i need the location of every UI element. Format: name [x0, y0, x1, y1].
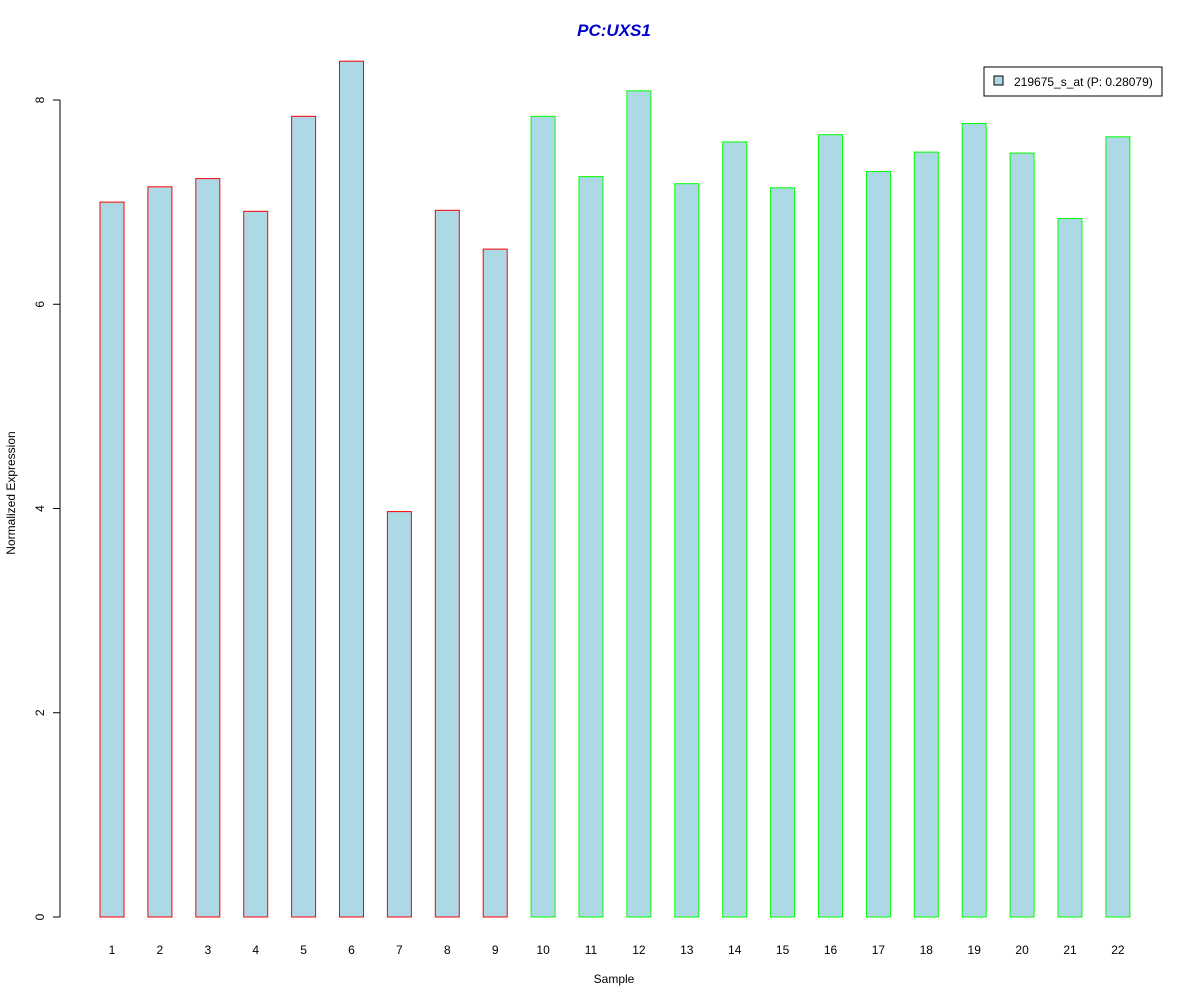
x-tick-label: 1 — [109, 943, 116, 957]
x-tick-label: 18 — [920, 943, 934, 957]
y-tick-label: 2 — [33, 709, 47, 716]
bar-sample-11 — [578, 176, 604, 918]
legend-box — [983, 66, 1163, 97]
x-tick-label: 13 — [680, 943, 694, 957]
x-tick-label: 7 — [396, 943, 403, 957]
x-tick-label: 14 — [728, 943, 742, 957]
bar-sample-3 — [195, 178, 221, 918]
legend-label: 219675_s_at (P: 0.28079) — [1014, 75, 1153, 89]
legend: 219675_s_at (P: 0.28079) — [983, 66, 1163, 97]
x-tick-label: 22 — [1111, 943, 1125, 957]
x-tick-label: 12 — [632, 943, 646, 957]
bar-sample-16 — [818, 134, 843, 918]
bar-sample-7 — [386, 511, 412, 918]
bar-sample-20 — [1009, 152, 1035, 918]
bar-sample-21 — [1057, 218, 1083, 918]
x-tick-label: 3 — [204, 943, 211, 957]
x-tick-label: 8 — [444, 943, 451, 957]
x-tick-label: 10 — [536, 943, 550, 957]
x-axis-title: Sample — [594, 972, 635, 986]
chart-title: PC:UXS1 — [577, 21, 651, 40]
y-axis: 0 2 4 6 8 — [33, 96, 61, 920]
bar-sample-13 — [674, 183, 700, 918]
x-tick-label: 4 — [252, 943, 259, 957]
x-tick-label: 5 — [300, 943, 307, 957]
x-tick-label: 19 — [968, 943, 982, 957]
bar-sample-6 — [339, 60, 364, 918]
y-tick-label: 8 — [33, 96, 47, 103]
x-tick-label: 16 — [824, 943, 838, 957]
bar-sample-17 — [865, 171, 891, 918]
bar-sample-2 — [147, 186, 173, 918]
bar-sample-1 — [99, 201, 125, 918]
x-tick-label: 15 — [776, 943, 790, 957]
x-tick-label: 17 — [872, 943, 886, 957]
bar-sample-15 — [770, 187, 796, 918]
x-tick-label: 6 — [348, 943, 355, 957]
bar-sample-10 — [530, 115, 556, 918]
x-tick-label: 11 — [585, 943, 598, 957]
bar-sample-8 — [434, 209, 460, 918]
x-tick-label: 9 — [492, 943, 499, 957]
x-axis-labels: 1 2 3 4 5 6 7 8 9 10 11 12 13 14 15 16 17 18 19 20 21 22 — [109, 943, 1125, 957]
bar-sample-22 — [1105, 136, 1131, 918]
bar-sample-12 — [626, 90, 652, 918]
x-tick-label: 2 — [157, 943, 164, 957]
bar-sample-18 — [913, 151, 939, 918]
y-axis-title: Normalized Expression — [4, 431, 18, 554]
x-tick-label: 21 — [1063, 943, 1077, 957]
bar-sample-4 — [243, 210, 269, 918]
y-tick-label: 6 — [33, 301, 47, 308]
bars-group — [99, 60, 1131, 918]
y-tick-label: 0 — [33, 913, 47, 920]
x-tick-label: 20 — [1015, 943, 1029, 957]
legend-swatch — [993, 75, 1004, 86]
bar-sample-9 — [482, 248, 508, 918]
bar-sample-14 — [722, 141, 748, 918]
bar-sample-19 — [961, 123, 987, 918]
y-tick-label: 4 — [33, 505, 47, 512]
bar-sample-5 — [291, 115, 317, 918]
